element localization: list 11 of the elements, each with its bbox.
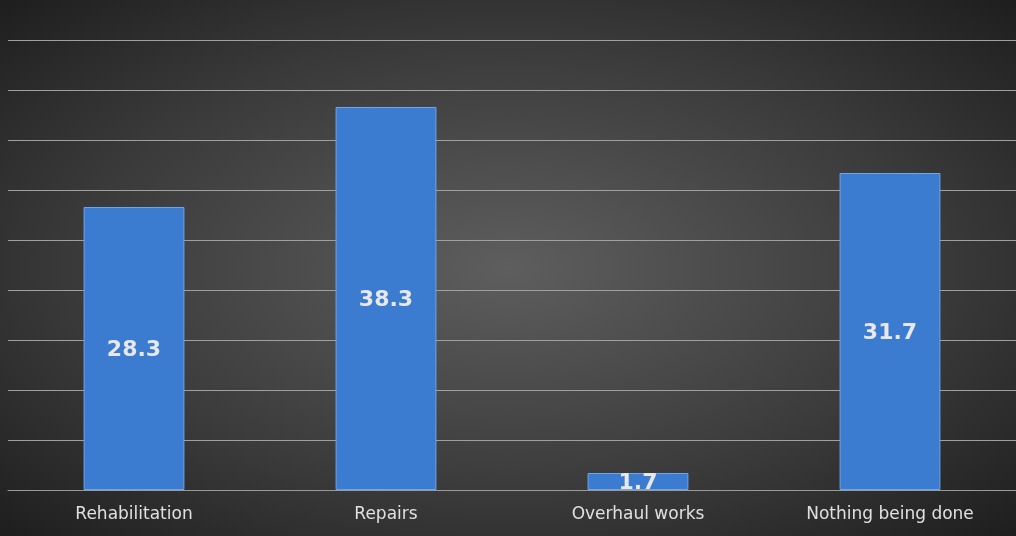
data-label: 28.3 bbox=[106, 336, 162, 361]
x-tick-label: Rehabilitation bbox=[75, 502, 193, 523]
data-label: 31.7 bbox=[862, 319, 918, 344]
x-tick-label: Overhaul works bbox=[571, 502, 705, 523]
x-tick-label: Nothing being done bbox=[806, 502, 974, 523]
bar bbox=[83, 207, 185, 490]
data-label: 1.7 bbox=[618, 469, 658, 494]
data-label: 38.3 bbox=[358, 286, 414, 311]
x-tick-label: Repairs bbox=[354, 502, 418, 523]
bar bbox=[335, 107, 437, 490]
bar bbox=[839, 173, 941, 490]
